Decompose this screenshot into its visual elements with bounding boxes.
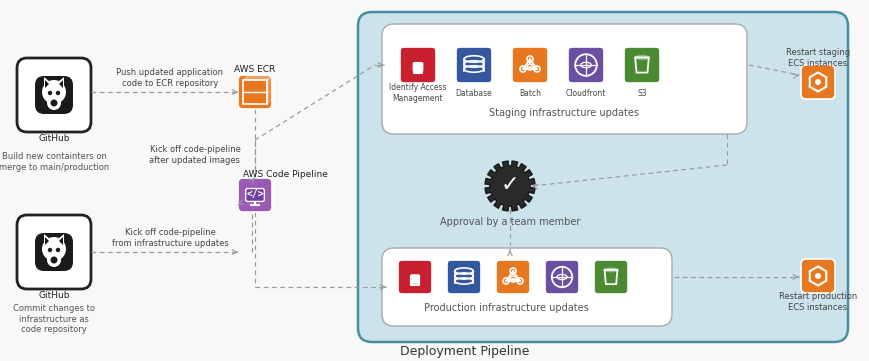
Text: Restart staging
ECS instances: Restart staging ECS instances	[785, 48, 849, 68]
FancyBboxPatch shape	[381, 248, 671, 326]
FancyBboxPatch shape	[17, 215, 91, 289]
FancyBboxPatch shape	[238, 178, 272, 212]
FancyBboxPatch shape	[495, 260, 529, 294]
FancyBboxPatch shape	[17, 58, 91, 132]
Text: Build new containters on
merge to main/production: Build new containters on merge to main/p…	[0, 152, 109, 172]
FancyBboxPatch shape	[400, 47, 435, 83]
Circle shape	[47, 253, 61, 267]
Text: AWS ECR: AWS ECR	[234, 65, 275, 74]
Circle shape	[814, 273, 820, 279]
Text: ✓: ✓	[501, 175, 519, 195]
FancyBboxPatch shape	[594, 260, 627, 294]
Polygon shape	[267, 75, 273, 104]
FancyBboxPatch shape	[544, 260, 579, 294]
Circle shape	[48, 91, 52, 95]
Circle shape	[42, 80, 66, 104]
FancyBboxPatch shape	[409, 274, 420, 284]
Circle shape	[47, 96, 61, 110]
Circle shape	[496, 173, 522, 199]
FancyBboxPatch shape	[623, 47, 660, 83]
FancyBboxPatch shape	[447, 260, 481, 294]
Polygon shape	[59, 80, 63, 88]
Text: Restart production
ECS instances: Restart production ECS instances	[778, 292, 856, 312]
Text: Commit changes to
infrastructure as
code repository: Commit changes to infrastructure as code…	[13, 304, 95, 334]
Ellipse shape	[604, 268, 617, 271]
Polygon shape	[485, 161, 534, 211]
Circle shape	[814, 79, 820, 85]
Text: Identify Access
Management: Identify Access Management	[388, 83, 447, 103]
FancyBboxPatch shape	[800, 259, 834, 293]
Polygon shape	[44, 77, 50, 89]
Text: Kick off code-pipeline
after updated images: Kick off code-pipeline after updated ima…	[149, 145, 240, 165]
Circle shape	[56, 248, 60, 252]
FancyBboxPatch shape	[800, 65, 834, 99]
FancyBboxPatch shape	[397, 260, 432, 294]
Circle shape	[50, 100, 57, 106]
Text: Staging infrastructure updates: Staging infrastructure updates	[488, 108, 638, 118]
FancyBboxPatch shape	[512, 47, 547, 83]
FancyBboxPatch shape	[238, 75, 272, 109]
Polygon shape	[44, 234, 50, 246]
FancyBboxPatch shape	[357, 12, 847, 342]
Polygon shape	[58, 77, 64, 89]
Circle shape	[48, 248, 52, 252]
FancyBboxPatch shape	[455, 47, 492, 83]
Text: Deployment Pipeline: Deployment Pipeline	[400, 345, 529, 358]
Circle shape	[50, 257, 57, 264]
Polygon shape	[45, 80, 49, 88]
Polygon shape	[242, 75, 273, 80]
Circle shape	[42, 237, 66, 261]
Polygon shape	[59, 237, 63, 245]
FancyBboxPatch shape	[245, 188, 264, 201]
FancyBboxPatch shape	[35, 233, 73, 271]
Text: Approval by a team member: Approval by a team member	[440, 217, 580, 227]
Ellipse shape	[634, 56, 648, 59]
Polygon shape	[58, 234, 64, 246]
FancyBboxPatch shape	[412, 62, 423, 72]
Text: AWS Code Pipeline: AWS Code Pipeline	[242, 170, 327, 179]
FancyBboxPatch shape	[35, 76, 73, 114]
Text: </>: </>	[246, 189, 263, 199]
Text: S3: S3	[636, 88, 646, 97]
Text: GitHub: GitHub	[38, 291, 70, 300]
Text: Database: Database	[455, 88, 492, 97]
FancyBboxPatch shape	[567, 47, 603, 83]
Text: Production infrastructure updates: Production infrastructure updates	[423, 303, 587, 313]
Text: Cloudfront: Cloudfront	[565, 88, 606, 97]
Text: GitHub: GitHub	[38, 135, 70, 144]
FancyBboxPatch shape	[381, 24, 746, 134]
Circle shape	[56, 91, 60, 95]
Text: Kick off code-pipeline
from infrastructure updates: Kick off code-pipeline from infrastructu…	[111, 228, 228, 248]
Text: Push updated application
code to ECR repository: Push updated application code to ECR rep…	[116, 68, 223, 88]
Polygon shape	[45, 237, 49, 245]
Text: Batch: Batch	[519, 88, 541, 97]
